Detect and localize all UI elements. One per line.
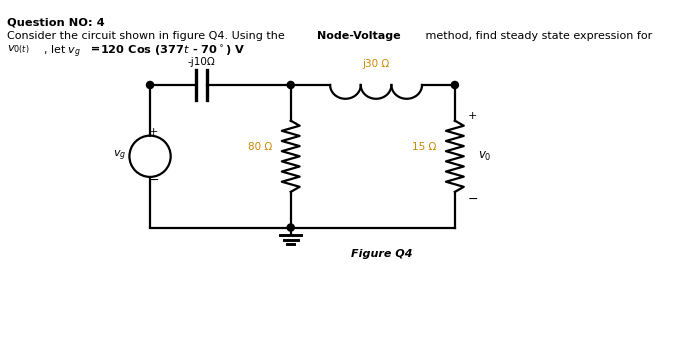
Text: -j10Ω: -j10Ω [188,57,216,67]
Text: Question NO: 4: Question NO: 4 [7,18,104,27]
Circle shape [146,81,153,88]
Circle shape [451,81,458,88]
Text: , let $v_g$: , let $v_g$ [43,44,82,60]
Text: $v_g$: $v_g$ [113,149,126,164]
Text: 15 Ω: 15 Ω [412,142,436,152]
Text: j30 Ω: j30 Ω [363,59,390,69]
Text: Node-Voltage: Node-Voltage [317,31,401,41]
Text: =: = [87,44,104,54]
Circle shape [287,224,294,231]
Text: +: + [149,127,158,137]
Text: −: − [149,174,159,187]
Text: $v_{0(t)}$: $v_{0(t)}$ [7,44,29,56]
Text: $v_0$: $v_0$ [478,150,492,163]
Text: −: − [468,193,478,206]
Text: Consider the circuit shown in figure Q4. Using the: Consider the circuit shown in figure Q4.… [7,31,288,41]
Text: method, find steady state expression for: method, find steady state expression for [422,31,652,41]
Circle shape [287,81,294,88]
Text: 80 Ω: 80 Ω [248,142,272,152]
Text: 120 Cos (377$t$ - 70$^\circ$) V: 120 Cos (377$t$ - 70$^\circ$) V [100,44,245,58]
Text: Figure Q4: Figure Q4 [352,249,413,259]
Text: +: + [468,111,477,121]
